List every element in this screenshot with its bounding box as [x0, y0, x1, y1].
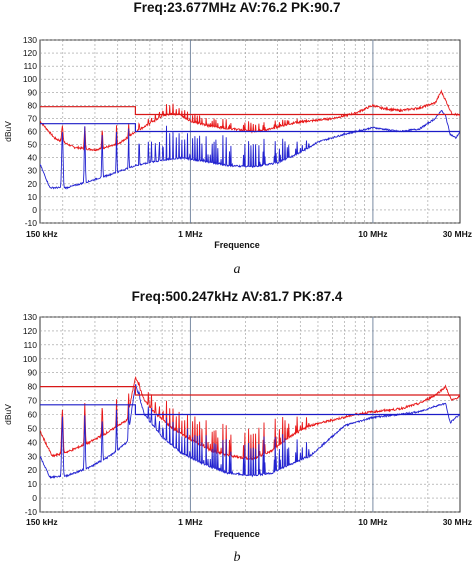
y-tick-label: 120 [23, 48, 37, 58]
y-tick-label: 110 [23, 61, 37, 71]
y-tick-label: 20 [28, 465, 38, 475]
x-axis-label: Frequence [214, 529, 260, 539]
average-limit-line [40, 123, 460, 133]
y-tick-label: 100 [23, 354, 37, 364]
y-tick-label: 60 [28, 410, 38, 420]
x-tick-label: 1 MHz [178, 229, 203, 239]
y-tick-label: 100 [23, 74, 37, 84]
y-tick-label: 10 [28, 192, 38, 202]
y-tick-label: 50 [28, 140, 38, 150]
y-tick-label: 30 [28, 166, 38, 176]
x-tick-label: 30 MHz [443, 229, 472, 239]
y-axis-label: dBuV [3, 121, 13, 142]
y-tick-label: 80 [28, 382, 38, 392]
y-tick-label: -10 [25, 507, 38, 517]
y-tick-label: 30 [28, 451, 38, 461]
y-tick-label: 70 [28, 396, 38, 406]
x-tick-label: 150 kHz [26, 517, 58, 527]
x-tick-label: 1 MHz [178, 517, 203, 527]
y-tick-label: 70 [28, 113, 38, 123]
x-axis-label: Frequence [214, 240, 260, 250]
average-trace [40, 109, 460, 190]
y-tick-label: 80 [28, 100, 38, 110]
y-tick-label: 20 [28, 179, 38, 189]
y-tick-label: 110 [23, 340, 37, 350]
chart-title: Freq:23.677MHz AV:76.2 PK:90.7 [133, 0, 340, 15]
y-axis-label: dBuV [3, 404, 13, 425]
average-trace [40, 384, 460, 479]
x-tick-label: 10 MHz [358, 517, 387, 527]
y-tick-label: -10 [25, 218, 38, 228]
y-tick-label: 0 [32, 493, 37, 503]
peak-limit-line [40, 106, 460, 116]
x-tick-label: 10 MHz [358, 229, 387, 239]
y-tick-label: 40 [28, 437, 38, 447]
y-tick-label: 120 [23, 326, 37, 336]
y-tick-label: 130 [23, 312, 37, 322]
y-tick-label: 50 [28, 423, 38, 433]
average-limit-line [40, 404, 460, 416]
figure-caption: b [234, 550, 241, 564]
peak-limit-line [40, 386, 460, 396]
peak-trace [40, 375, 460, 462]
figure-caption: a [234, 262, 241, 277]
x-tick-label: 30 MHz [443, 517, 472, 527]
x-tick-label: 150 kHz [26, 229, 58, 239]
y-tick-label: 130 [23, 35, 37, 45]
peak-trace [40, 89, 460, 152]
y-tick-label: 90 [28, 87, 38, 97]
y-tick-label: 60 [28, 127, 38, 137]
y-tick-label: 40 [28, 153, 38, 163]
y-tick-label: 90 [28, 368, 38, 378]
y-tick-label: 10 [28, 479, 38, 489]
y-tick-label: 0 [32, 205, 37, 215]
chart-title: Freq:500.247kHz AV:81.7 PK:87.4 [132, 289, 343, 304]
